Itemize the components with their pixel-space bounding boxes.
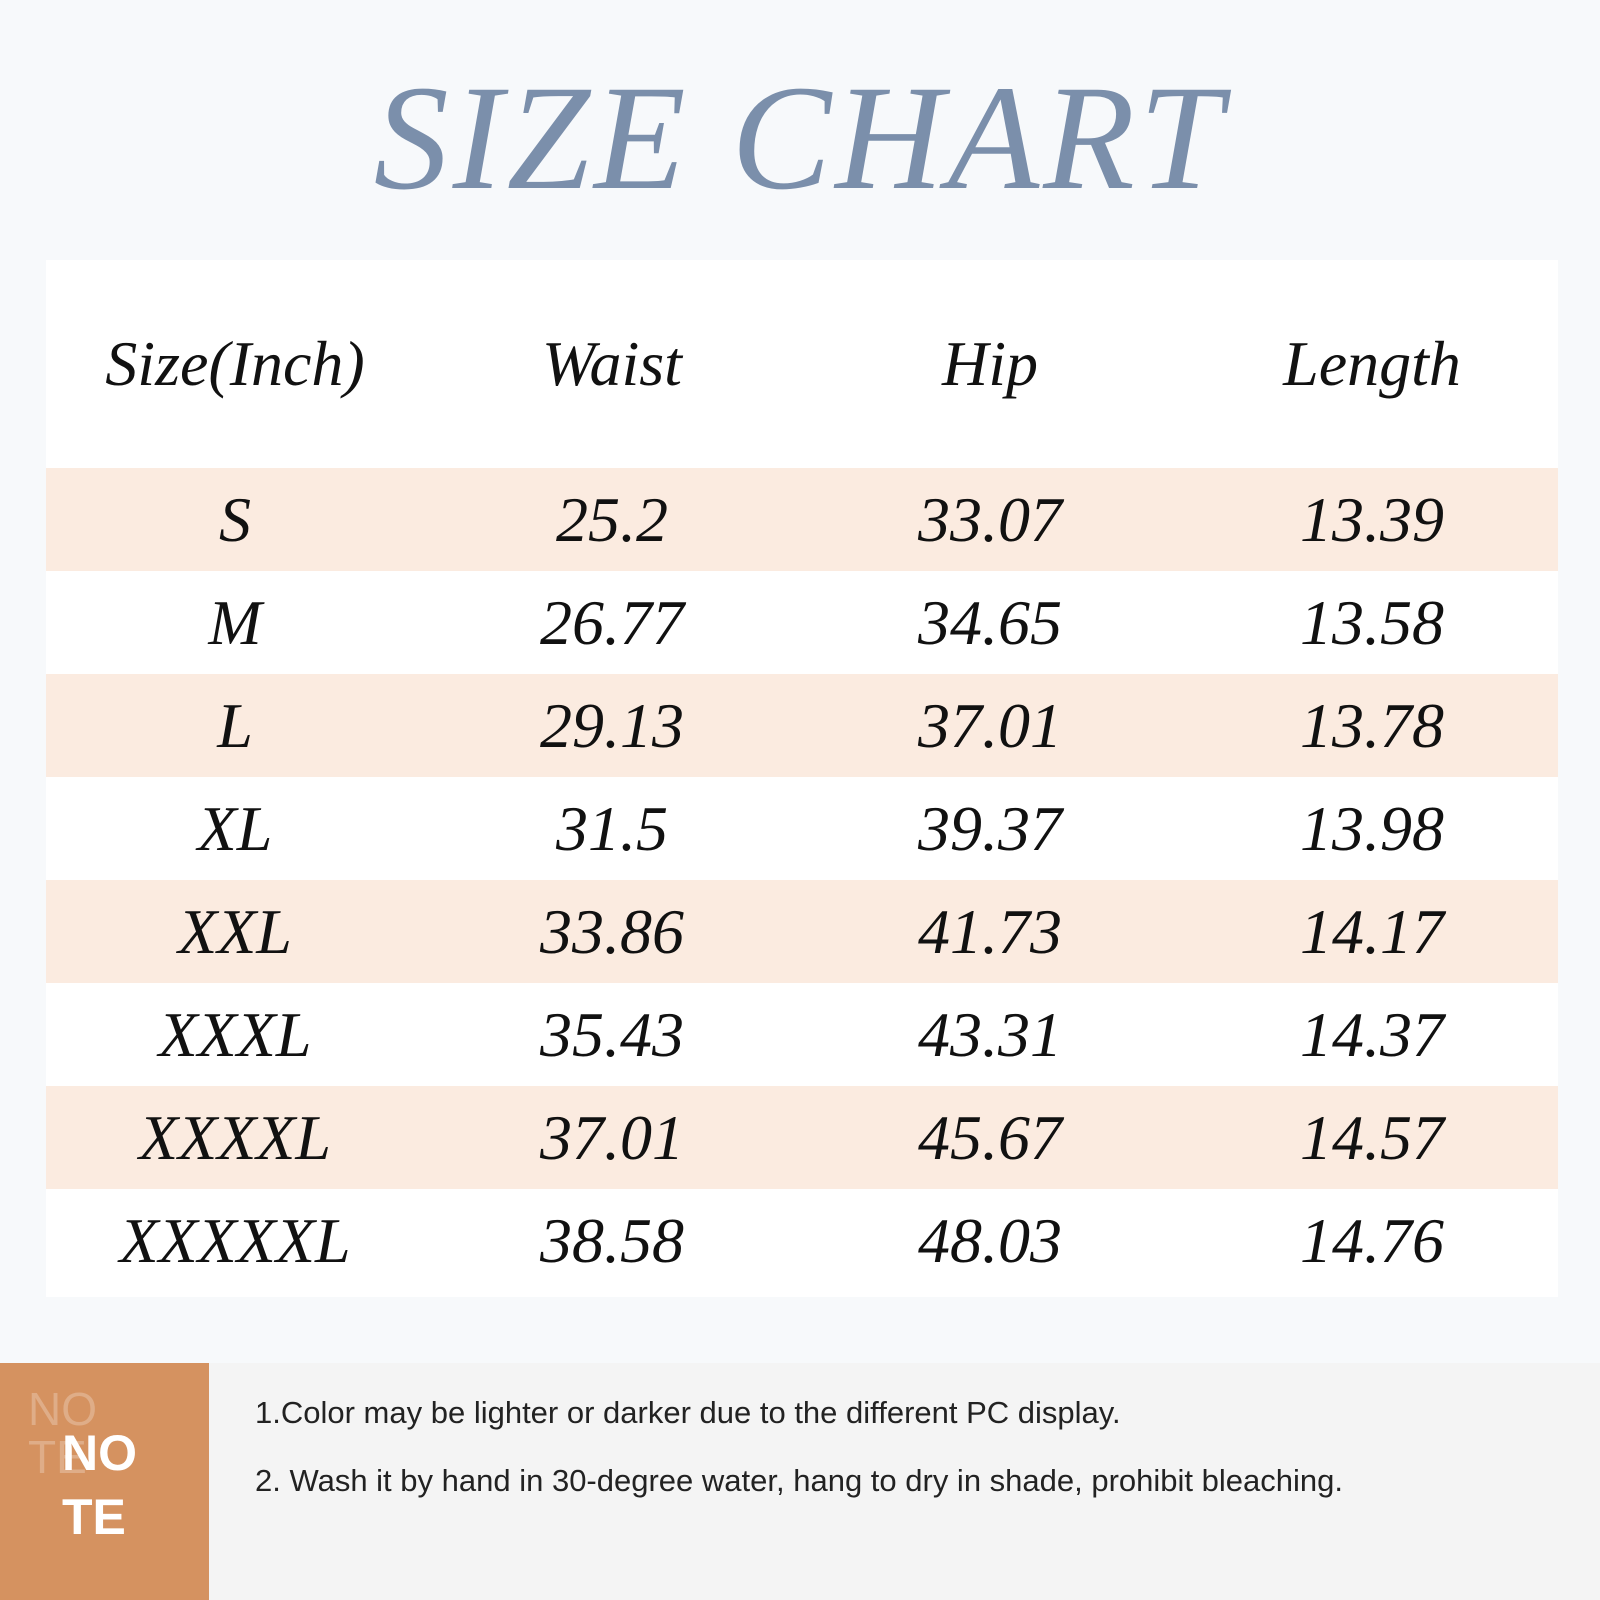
- table-cell: XXXL: [158, 998, 312, 1070]
- column-header: Length: [1283, 328, 1461, 399]
- note-badge-label: NO TE: [62, 1421, 137, 1549]
- note-badge: NO TE NO TE: [0, 1363, 209, 1600]
- table-cell: L: [217, 689, 253, 761]
- page-title: SIZE CHART: [373, 55, 1227, 221]
- table-cell: 41.73: [918, 895, 1062, 967]
- table-cell: 14.57: [1300, 1101, 1444, 1173]
- table-cell: XXL: [178, 895, 292, 967]
- table-cell: 35.43: [540, 998, 684, 1070]
- table-cell: 13.98: [1300, 792, 1444, 864]
- note-badge-watermark: NO TE: [28, 1385, 97, 1481]
- table-row: XXXL 35.43 43.31 14.37: [46, 983, 1558, 1086]
- table-cell: 14.17: [1300, 895, 1444, 967]
- column-header: Waist: [542, 328, 682, 399]
- table-row: XXXXL 37.01 45.67 14.57: [46, 1086, 1558, 1189]
- table-cell: 14.76: [1300, 1204, 1444, 1276]
- table-row: L 29.13 37.01 13.78: [46, 674, 1558, 777]
- table-cell: 13.78: [1300, 689, 1444, 761]
- table-header-row: Size(Inch) Waist Hip Length: [46, 260, 1558, 468]
- table-cell: M: [208, 586, 262, 658]
- column-header: Hip: [942, 328, 1038, 399]
- size-table: Size(Inch) Waist Hip Length S 25.2 33.07 13.39…: [46, 260, 1558, 1297]
- table-cell: 39.37: [918, 792, 1062, 864]
- table-cell: 26.77: [540, 586, 684, 658]
- table-row: S 25.2 33.07 13.39: [46, 468, 1558, 571]
- table-cell: S: [219, 483, 251, 555]
- watermark-line: TE: [28, 1431, 87, 1483]
- table-cell: 33.86: [540, 895, 684, 967]
- note-line-1: 1.Color may be lighter or darker due to …: [255, 1395, 1121, 1430]
- table-cell: 31.5: [556, 792, 668, 864]
- table-row: XXXXXL 38.58 48.03 14.76: [46, 1189, 1558, 1292]
- watermark-line: NO: [28, 1383, 97, 1435]
- note-section: NO TE NO TE 1.Color may be lighter or da…: [0, 1363, 1600, 1600]
- table-row: M 26.77 34.65 13.58: [46, 571, 1558, 674]
- table-cell: 34.65: [918, 586, 1062, 658]
- table-cell: 33.07: [918, 483, 1062, 555]
- badge-line: TE: [62, 1489, 126, 1545]
- table-cell: 37.01: [540, 1101, 684, 1173]
- table-cell: 13.58: [1300, 586, 1444, 658]
- table-cell: 14.37: [1300, 998, 1444, 1070]
- table-cell: 37.01: [918, 689, 1062, 761]
- table-cell: 48.03: [918, 1204, 1062, 1276]
- column-header: Size(Inch): [105, 328, 365, 399]
- table-cell: 25.2: [556, 483, 668, 555]
- table-cell: 43.31: [918, 998, 1062, 1070]
- table-cell: XXXXXL: [119, 1204, 351, 1276]
- table-cell: 38.58: [540, 1204, 684, 1276]
- table-cell: 29.13: [540, 689, 684, 761]
- table-cell: 13.39: [1300, 483, 1444, 555]
- table-cell: XL: [197, 792, 273, 864]
- note-line-2: 2. Wash it by hand in 30-degree water, h…: [255, 1463, 1343, 1498]
- table-cell: 45.67: [918, 1101, 1062, 1173]
- table-row: XL 31.5 39.37 13.98: [46, 777, 1558, 880]
- badge-line: NO: [62, 1425, 137, 1481]
- table-cell: XXXXL: [139, 1101, 331, 1173]
- table-row: XXL 33.86 41.73 14.17: [46, 880, 1558, 983]
